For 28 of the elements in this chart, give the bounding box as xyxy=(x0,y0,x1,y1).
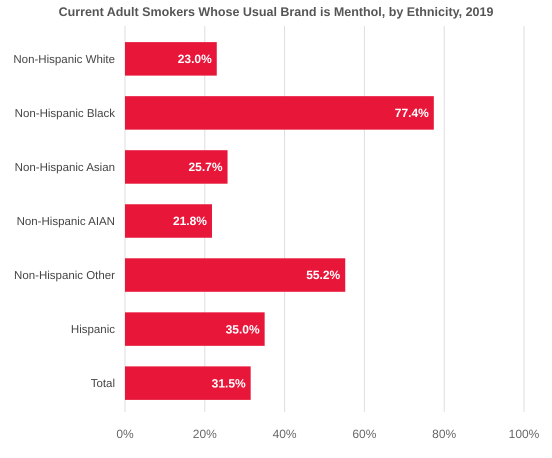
bar xyxy=(125,96,434,130)
y-tick-label: Non-Hispanic White xyxy=(13,54,115,66)
bar xyxy=(125,42,217,76)
y-tick-label: Non-Hispanic Black xyxy=(14,108,116,120)
data-label: 77.4% xyxy=(394,106,430,120)
data-label: 23.0% xyxy=(178,52,212,66)
y-tick-label: Total xyxy=(90,378,115,390)
x-tick-label: 60% xyxy=(352,427,377,441)
chart-title: Current Adult Smokers Whose Usual Brand is Menthol, by Ethnicity, 2019 xyxy=(58,5,494,19)
x-tick-label: 40% xyxy=(272,427,297,441)
bar xyxy=(125,150,228,184)
bar xyxy=(125,366,251,400)
bar xyxy=(125,204,212,238)
data-label: 21.8% xyxy=(172,214,208,228)
x-tick-label: 100% xyxy=(508,427,540,441)
bar xyxy=(125,258,346,292)
y-tick-label: Non-Hispanic AIAN xyxy=(16,216,115,228)
y-tick-label: Hispanic xyxy=(70,324,116,336)
data-label: 25.7% xyxy=(188,160,223,174)
y-tick-label: Non-Hispanic Other xyxy=(14,270,116,282)
y-tick-label: Non-Hispanic Asian xyxy=(14,162,115,174)
data-label: 31.5% xyxy=(212,376,246,390)
data-label: 35.0% xyxy=(226,322,260,336)
x-tick-label: 80% xyxy=(432,427,457,441)
x-tick-label: 0% xyxy=(116,427,134,441)
x-tick-label: 20% xyxy=(192,427,218,441)
data-label: 55.2% xyxy=(306,268,341,282)
bar xyxy=(125,312,265,346)
